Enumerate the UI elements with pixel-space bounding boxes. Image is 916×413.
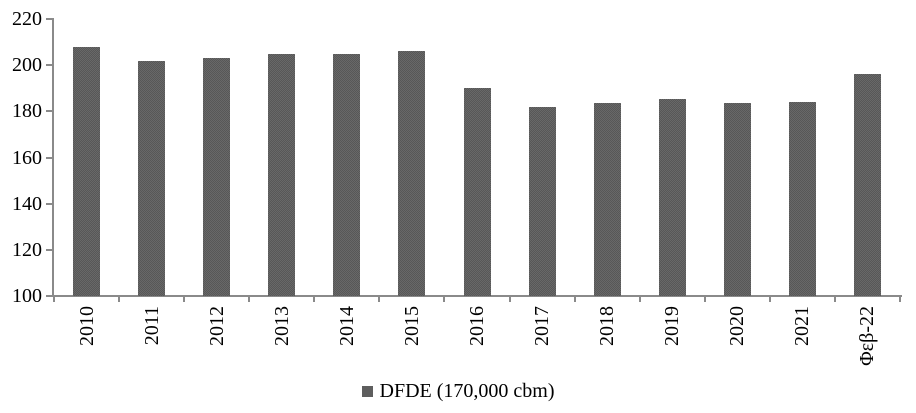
y-axis-tick-label: 120 — [12, 238, 42, 261]
bar — [203, 58, 231, 296]
y-tick-mark — [46, 156, 54, 159]
bar — [788, 102, 816, 296]
x-tick-mark — [638, 297, 641, 302]
x-tick-mark — [573, 297, 576, 302]
x-axis-line — [52, 295, 902, 297]
y-tick-mark — [46, 110, 54, 113]
bar — [138, 60, 166, 296]
x-category-label: 2010 — [75, 306, 98, 346]
x-tick-mark — [899, 297, 901, 302]
bar — [658, 98, 686, 296]
x-category-label: 2018 — [596, 306, 619, 346]
x-category-label: 2014 — [335, 306, 358, 346]
y-axis-tick-label: 200 — [12, 54, 42, 77]
x-tick-mark — [443, 297, 446, 302]
y-tick-mark — [46, 202, 54, 205]
bar — [853, 74, 881, 296]
y-tick-mark — [46, 295, 54, 297]
x-tick-mark — [703, 297, 706, 302]
x-tick-mark — [768, 297, 771, 302]
bar — [73, 46, 101, 296]
x-category-label: 2021 — [791, 306, 814, 346]
x-category-label: 2019 — [661, 306, 684, 346]
y-tick-mark — [46, 18, 54, 20]
x-tick-mark — [118, 297, 121, 302]
x-tick-mark — [313, 297, 316, 302]
bar — [333, 53, 361, 296]
x-category-label: 2013 — [270, 306, 293, 346]
bar — [398, 51, 426, 296]
x-category-label: 2011 — [140, 306, 163, 346]
y-axis-tick-label: 180 — [12, 100, 42, 123]
x-tick-mark — [53, 297, 55, 302]
x-category-label: 2012 — [205, 306, 228, 346]
x-tick-mark — [378, 297, 381, 302]
y-tick-mark — [46, 64, 54, 67]
x-tick-mark — [508, 297, 511, 302]
legend: DFDE (170,000 cbm) — [0, 378, 916, 404]
x-tick-mark — [248, 297, 251, 302]
y-axis-tick-label: 160 — [12, 146, 42, 169]
x-category-label: 2017 — [531, 306, 554, 346]
x-category-label: 2016 — [466, 306, 488, 346]
x-category-label: 2020 — [726, 306, 749, 346]
y-axis-tick-label: 100 — [12, 285, 42, 307]
x-category-label: 2015 — [400, 306, 423, 346]
legend-marker-square — [361, 385, 373, 397]
bar — [268, 53, 296, 296]
x-tick-mark — [183, 297, 186, 302]
legend-series-label: DFDE (170,000 cbm) — [379, 380, 555, 402]
bar — [528, 106, 556, 296]
x-category-label: Φεβ-22 — [856, 306, 879, 366]
y-axis-tick-label: 220 — [12, 8, 42, 30]
bar — [593, 103, 621, 296]
y-tick-mark — [46, 248, 54, 251]
bar — [723, 103, 751, 296]
y-axis-tick-label: 140 — [12, 192, 42, 215]
bar — [463, 88, 491, 296]
x-tick-mark — [833, 297, 836, 302]
